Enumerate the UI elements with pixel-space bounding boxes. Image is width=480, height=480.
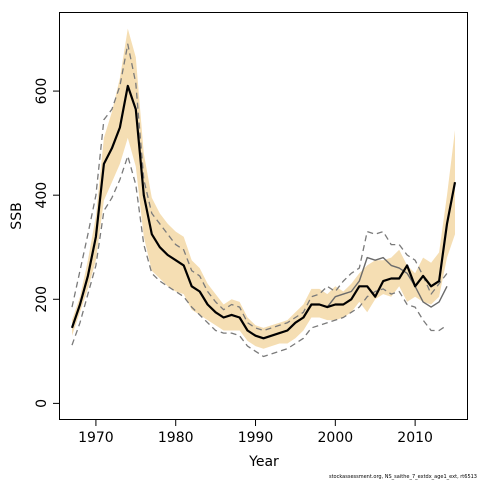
x-tick-label: 1970 <box>78 430 114 446</box>
source-footnote: stockassessment.org, NS_saithe_7_extdx_a… <box>329 474 477 480</box>
lower-bound-line <box>71 155 448 358</box>
upper-bound-line <box>71 43 448 332</box>
y-tick-label: 200 <box>34 286 50 313</box>
plot-layer <box>70 28 457 358</box>
x-tick-label: 1990 <box>238 430 274 446</box>
plot-frame <box>59 12 468 420</box>
x-axis-title: Year <box>248 454 279 470</box>
x-tick-label: 1980 <box>158 430 194 446</box>
y-axis-title: SSB <box>9 202 25 229</box>
y-tick-label: 0 <box>34 399 50 408</box>
y-tick-label: 400 <box>34 182 50 209</box>
y-axis: 0 200 400 600 <box>34 78 60 408</box>
x-tick-label: 2000 <box>318 430 354 446</box>
ssb-estimate-line <box>70 84 457 340</box>
confidence-band <box>72 28 455 349</box>
x-axis: 1970 1980 1990 2000 2010 <box>78 419 433 446</box>
y-tick-label: 600 <box>34 78 50 105</box>
retrospective-line <box>326 256 448 308</box>
x-tick-label: 2010 <box>397 430 433 446</box>
